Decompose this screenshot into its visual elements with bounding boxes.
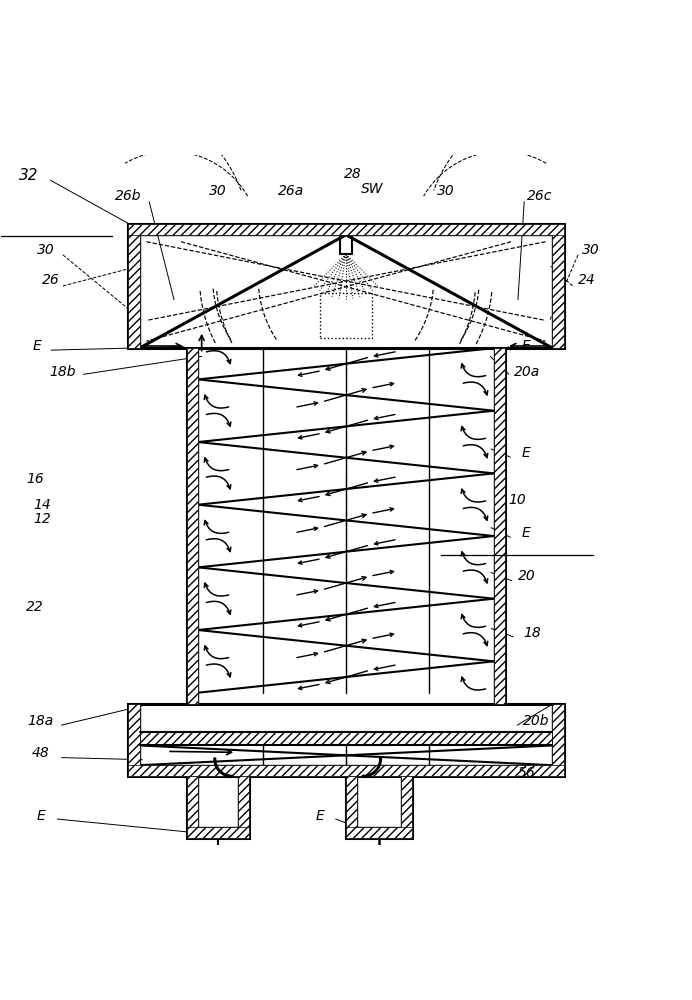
- Text: 26c: 26c: [527, 189, 552, 203]
- Bar: [494, 348, 505, 704]
- Bar: [401, 776, 412, 838]
- Text: 18: 18: [524, 626, 541, 640]
- Text: 12: 12: [33, 512, 51, 526]
- Bar: [187, 776, 249, 838]
- Text: 24: 24: [577, 273, 595, 287]
- Bar: [140, 732, 552, 745]
- Text: 26: 26: [42, 273, 60, 287]
- Text: 26b: 26b: [115, 189, 142, 203]
- Bar: [187, 827, 249, 838]
- Text: 26a: 26a: [277, 184, 304, 198]
- Bar: [320, 293, 372, 338]
- Text: E: E: [521, 526, 530, 540]
- Text: 20: 20: [518, 569, 536, 583]
- Bar: [346, 776, 357, 838]
- Text: 22: 22: [26, 600, 44, 614]
- Text: 18b: 18b: [50, 365, 76, 379]
- Bar: [346, 776, 412, 838]
- Bar: [129, 224, 563, 348]
- Bar: [187, 348, 198, 704]
- Text: SW: SW: [361, 182, 383, 196]
- Text: 30: 30: [437, 184, 455, 198]
- Text: 10: 10: [509, 493, 526, 507]
- Text: 18a: 18a: [28, 714, 54, 728]
- Text: E: E: [37, 809, 45, 823]
- Text: E: E: [521, 446, 530, 460]
- Text: 32: 32: [19, 168, 38, 183]
- Text: 20b: 20b: [522, 714, 549, 728]
- Bar: [346, 827, 412, 838]
- Bar: [129, 224, 563, 235]
- Bar: [129, 224, 140, 348]
- Bar: [129, 765, 563, 776]
- Bar: [238, 776, 249, 838]
- Text: 16: 16: [26, 472, 44, 486]
- Bar: [129, 704, 563, 776]
- Text: 30: 30: [37, 243, 55, 257]
- Text: 28: 28: [344, 167, 362, 181]
- Text: 48: 48: [32, 746, 50, 760]
- Bar: [552, 704, 563, 776]
- Text: E: E: [521, 339, 530, 353]
- Text: 14: 14: [33, 498, 51, 512]
- Text: 56: 56: [518, 766, 536, 780]
- Text: 30: 30: [210, 184, 227, 198]
- Text: E: E: [33, 339, 41, 353]
- Bar: [187, 348, 505, 704]
- Bar: [129, 704, 140, 776]
- Bar: [187, 776, 198, 838]
- Text: E: E: [316, 809, 324, 823]
- Bar: [552, 224, 563, 348]
- Text: 20a: 20a: [514, 365, 540, 379]
- Text: 30: 30: [582, 243, 600, 257]
